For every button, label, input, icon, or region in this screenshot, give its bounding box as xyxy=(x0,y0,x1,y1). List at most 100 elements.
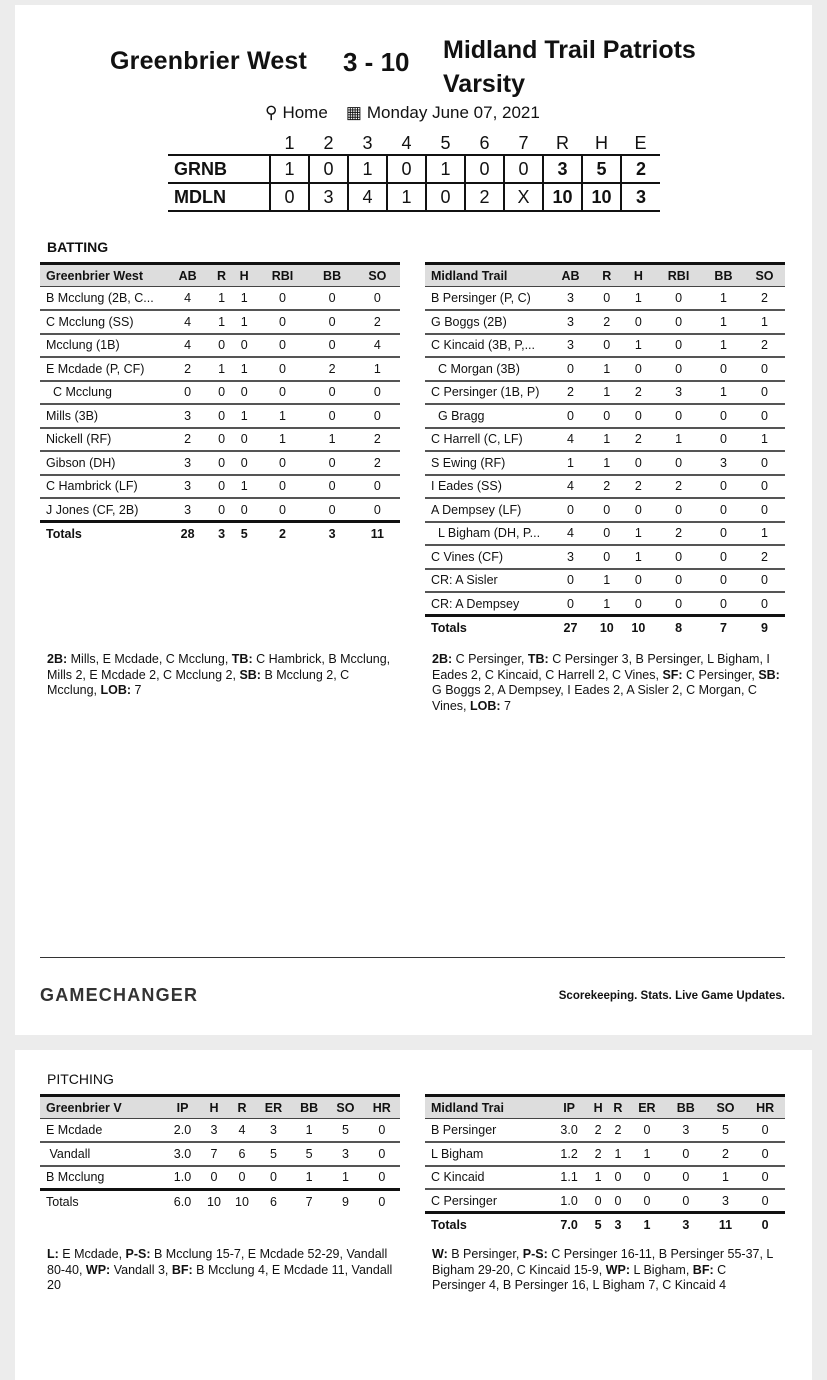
player-row: CR: A Dempsey 0 1 0 0 0 0 xyxy=(425,592,785,617)
player-row: B Mcclung (2B, C... 4 1 1 0 0 0 xyxy=(40,286,400,311)
inning-header: 3 xyxy=(362,133,373,153)
stat-cell: 1 xyxy=(327,1165,364,1190)
stat-cell: 2 xyxy=(622,427,655,452)
stat-cell: 1 xyxy=(627,1142,666,1167)
batting-table-away: Midland Trail AB R H RBI BB SO B Persinger (P, … xyxy=(425,262,785,639)
note-key: L: xyxy=(47,1247,59,1261)
stat-cell: 0 xyxy=(702,357,744,382)
stats-header: Midland Trail AB R H RBI BB SO xyxy=(425,262,785,287)
linescore-cell: 2 xyxy=(620,154,660,183)
player-row: G Bragg 0 0 0 0 0 0 xyxy=(425,404,785,429)
note-value: C Persinger, xyxy=(682,667,759,682)
linescore-cell: 1 xyxy=(425,154,465,183)
note-key: TB: xyxy=(231,652,253,666)
total-cell: 7 xyxy=(290,1187,328,1213)
stat-cell: 2 xyxy=(354,451,400,476)
total-cell: 7.0 xyxy=(550,1211,589,1236)
stat-cell: 5 xyxy=(327,1118,364,1143)
stat-cell: 0 xyxy=(232,498,256,523)
player-name: B Persinger xyxy=(425,1118,550,1143)
stat-cell: 1 xyxy=(590,380,623,405)
inning-header: 2 xyxy=(323,133,334,153)
total-cell: 3 xyxy=(608,1211,628,1236)
totals-row: Totals 27 10 10 8 7 9 xyxy=(425,614,785,639)
column-header: H xyxy=(622,262,655,287)
stat-cell: 0 xyxy=(255,380,310,405)
column-header: Midland Trai xyxy=(425,1094,550,1119)
stat-cell: 1 xyxy=(622,333,655,358)
stat-cell: 5 xyxy=(255,1142,291,1167)
footer-divider xyxy=(40,957,785,958)
stat-cell: 1 xyxy=(309,427,355,452)
stat-cell: 0 xyxy=(354,474,400,499)
note-key: BF: xyxy=(171,1262,193,1277)
stat-cell: 0 xyxy=(622,404,655,429)
stat-cell: 0 xyxy=(743,592,785,617)
stat-cell: 3 xyxy=(665,1118,706,1143)
note-value: B Persinger, xyxy=(447,1247,523,1261)
player-name: Mills (3B) xyxy=(40,404,165,429)
note-key: SF: xyxy=(662,667,683,682)
away-team-line2: Varsity xyxy=(443,70,526,98)
linescore-cell: X xyxy=(503,182,543,212)
player-row: Mcclung (1B) 4 0 0 0 0 4 xyxy=(40,333,400,358)
total-cell: 10 xyxy=(622,614,655,639)
stat-cell: 5 xyxy=(705,1118,746,1143)
stat-cell: 0 xyxy=(627,1189,666,1214)
player-row: C Harrell (C, LF) 4 1 2 1 0 1 xyxy=(425,427,785,452)
stat-cell: 0 xyxy=(702,521,744,546)
stats-header: Greenbrier V IP H R ER BB SO HR xyxy=(40,1094,400,1119)
player-name: C Harrell (C, LF) xyxy=(425,427,550,452)
stat-cell: 0 xyxy=(654,357,703,382)
stat-cell: 3 xyxy=(550,310,591,335)
stat-cell: 4 xyxy=(550,474,591,499)
note-value: C Persinger 3, B Persinger, L Bigham, I … xyxy=(432,652,770,682)
note-value: B Mcclung 2, C Mcclung, xyxy=(47,667,350,698)
inning-header: 4 xyxy=(401,133,412,153)
stat-cell: 0 xyxy=(255,451,310,476)
note-value: C Persinger, xyxy=(452,652,528,666)
gamechanger-logo: GAMECHANGER xyxy=(40,985,199,1005)
note-key: 2B: xyxy=(432,652,453,666)
stat-cell: 0 xyxy=(590,521,623,546)
note-key: WP: xyxy=(85,1262,111,1277)
column-header: H xyxy=(588,1094,609,1119)
note-key: P-S: xyxy=(125,1247,151,1261)
inning-header: H xyxy=(595,133,608,153)
player-name: G Boggs (2B) xyxy=(425,310,550,335)
column-header: H xyxy=(200,1094,228,1119)
stat-cell: 3 xyxy=(165,498,211,523)
stat-cell: 0 xyxy=(354,286,400,311)
note-key: LOB: xyxy=(100,683,132,697)
final-score: 3 - 10 xyxy=(343,47,410,77)
column-header: R xyxy=(227,1094,256,1119)
linescore-row: MDLN 0 3 4 1 0 2 X 10 10 3 xyxy=(168,182,660,212)
stat-cell: 0 xyxy=(550,357,591,382)
stat-cell: 0 xyxy=(255,333,310,358)
stat-cell: 2 xyxy=(743,286,785,311)
stat-cell: 0 xyxy=(590,545,623,570)
stat-cell: 1 xyxy=(590,357,623,382)
stat-cell: 0 xyxy=(654,568,703,593)
note-value: B Mcclung 4, E Mcdade 11, Vandall 20 xyxy=(47,1262,393,1293)
player-name: Mcclung (1B) xyxy=(40,333,165,358)
stat-cell: 0 xyxy=(654,592,703,617)
linescore-cell: 1 xyxy=(347,154,387,183)
inning-header: 5 xyxy=(440,133,451,153)
totals-row: Totals 6.0 10 10 6 7 9 0 xyxy=(40,1187,400,1213)
stat-cell: 0 xyxy=(210,498,233,523)
tagline: Scorekeeping. Stats. Live Game Updates. xyxy=(558,990,785,1002)
pitching-notes-away: W: B Persinger, P-S: C Persinger 16-11, … xyxy=(432,1247,782,1294)
stats-header: Midland Trai IP H R ER BB SO HR xyxy=(425,1094,785,1119)
linescore-cell: 1 xyxy=(386,182,426,212)
stat-cell: 3.0 xyxy=(165,1142,200,1167)
linescore-cell: 10 xyxy=(542,182,582,212)
linescore-cell: 1 xyxy=(269,154,309,183)
stat-cell: 0 xyxy=(622,568,655,593)
player-name: C Morgan (3B) xyxy=(425,357,550,382)
boxscore-card: Greenbrier West 3 - 10 Midland Trail Pat… xyxy=(15,5,812,1035)
total-cell: 6 xyxy=(255,1187,291,1213)
note-value: C Hambrick, B Mcclung, Mills 2, E Mcdade… xyxy=(47,652,391,682)
pitching-notes-home: L: E Mcdade, P-S: B Mcclung 15-7, E Mcda… xyxy=(47,1247,397,1294)
player-name: Vandall xyxy=(40,1142,165,1167)
